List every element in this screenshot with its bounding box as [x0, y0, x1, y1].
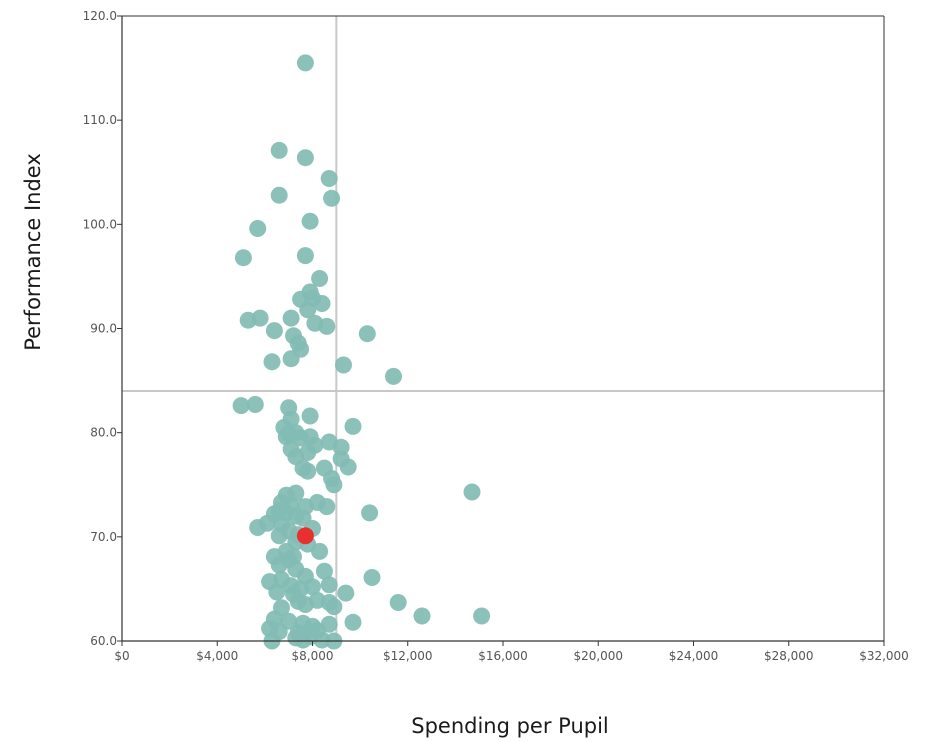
scatter-point: [358, 325, 376, 343]
y-tick-label: 110.0: [83, 113, 117, 127]
scatter-point: [232, 397, 250, 415]
scatter-point: [251, 309, 269, 327]
scatter-point: [320, 576, 338, 594]
scatter-point: [320, 170, 338, 187]
scatter-point: [315, 562, 333, 580]
scatter-point: [246, 396, 264, 413]
scatter-point: [268, 583, 286, 601]
scatter-point: [339, 458, 357, 476]
x-tick-label: $12,000: [383, 649, 433, 663]
y-tick-label: 120.0: [83, 9, 117, 23]
x-tick-label: $24,000: [669, 649, 719, 663]
scatter-point: [299, 301, 317, 319]
scatter-point: [385, 367, 402, 385]
reference-lines: [122, 16, 884, 641]
scatter-point: [337, 584, 355, 602]
x-tick-label: $32,000: [859, 649, 909, 663]
scatter-point: [363, 569, 381, 586]
scatter-point: [473, 607, 491, 625]
y-tick-label: 90.0: [90, 322, 117, 336]
y-axis-title: Performance Index: [21, 153, 45, 351]
scatter-point: [463, 483, 481, 501]
scatter-point: [282, 309, 300, 327]
scatter-point: [413, 607, 431, 625]
scatter-point: [234, 249, 252, 267]
scatter-point: [282, 350, 300, 368]
scatter-point: [299, 462, 317, 480]
y-tick-label: 70.0: [90, 530, 117, 544]
scatter-point: [249, 220, 267, 237]
x-tick-label: $20,000: [573, 649, 623, 663]
scatter-point: [296, 247, 314, 265]
x-tick-labels: $0 $4,000 $8,000 $12,000 $16,000 $20,000 $24,0…: [114, 641, 909, 663]
scatter-point: [344, 417, 362, 435]
scatter-point: [318, 317, 336, 335]
scatter-point: [325, 476, 343, 494]
scatter-point: [304, 578, 321, 596]
data-points: [232, 54, 491, 650]
scatter-point: [249, 519, 267, 536]
y-tick-label: 60.0: [90, 634, 117, 648]
y-tick-labels: 60.0 70.0 80.0 90.0 100.0 110.0 120.0: [83, 9, 122, 648]
x-tick-label: $0: [114, 649, 129, 663]
x-tick-label: $4,000: [196, 649, 238, 663]
scatter-point: [301, 212, 319, 230]
scatter-point: [311, 542, 329, 560]
scatter-point: [323, 189, 341, 207]
scatter-point: [344, 613, 362, 631]
y-tick-label: 100.0: [83, 217, 117, 231]
scatter-point: [301, 407, 319, 425]
x-tick-label: $8,000: [292, 649, 334, 663]
axes: [121, 15, 885, 642]
scatter-point: [263, 353, 281, 371]
x-tick-label: $16,000: [478, 649, 528, 663]
x-axis-title: Spending per Pupil: [411, 714, 609, 738]
scatter-point: [270, 141, 288, 159]
scatter-point: [311, 270, 329, 287]
scatter-point: [325, 598, 343, 616]
scatter-point: [270, 186, 288, 204]
scatter-point: [335, 356, 352, 374]
scatter-point: [389, 594, 407, 611]
scatter-point: [301, 628, 319, 646]
scatter-point: [296, 149, 314, 167]
scatter-point: [318, 498, 336, 516]
y-tick-label: 80.0: [90, 426, 117, 440]
scatter-point: [270, 556, 288, 574]
scatter-point: [313, 295, 331, 312]
scatter-point: [361, 504, 379, 522]
x-tick-label: $28,000: [764, 649, 814, 663]
scatter-point: [265, 322, 283, 340]
scatter-point: [270, 527, 288, 545]
highlighted-point: [296, 527, 314, 545]
scatter-point: [296, 54, 314, 72]
